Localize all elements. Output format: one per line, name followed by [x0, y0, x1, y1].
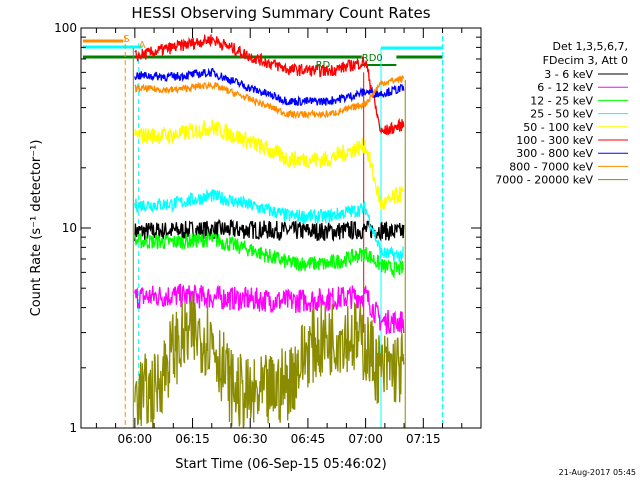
annotation-label-2: RD: [316, 60, 331, 71]
x-axis-label: Start Time (06-Sep-15 05:46:02): [175, 457, 386, 472]
legend-label-6: 300 - 800 keV: [516, 147, 593, 160]
legend-label-5: 100 - 300 keV: [516, 134, 593, 147]
legend-header-line-2: FDecim 3, Att 0: [543, 54, 628, 67]
series-line-4: [134, 119, 404, 211]
series-line-0: [134, 218, 405, 243]
legend-label-4: 50 - 100 keV: [523, 121, 593, 134]
chart-title: HESSI Observing Summary Count Rates: [131, 4, 430, 22]
series-layer: [134, 34, 405, 429]
x-tick-label-1: 06:15: [175, 432, 210, 446]
x-tick-label-4: 07:00: [348, 432, 383, 446]
y-axis-label: Count Rate (s⁻¹ detector⁻¹): [29, 140, 44, 317]
legend-label-0: 3 - 6 keV: [544, 68, 593, 81]
series-line-6: [134, 67, 405, 106]
legend-label-3: 25 - 50 keV: [530, 108, 593, 121]
x-tick-label-5: 07:15: [406, 432, 441, 446]
annotation-label-1: A: [139, 40, 146, 51]
legend-label-8: 7000 - 20000 keV: [495, 174, 593, 187]
footer-date: 21-Aug-2017 05:45: [559, 468, 636, 477]
annotation-layer: SA RD RD0: [123, 34, 382, 71]
series-line-2: [134, 230, 405, 280]
legend-label-1: 6 - 12 keV: [537, 81, 593, 94]
legend-header-line-1: Det 1,3,5,6,7,: [552, 40, 628, 53]
legend-label-2: 12 - 25 keV: [530, 94, 593, 107]
x-tick-label-2: 06:30: [233, 432, 268, 446]
legend-label-7: 800 - 7000 keV: [509, 160, 593, 173]
x-tick-label-0: 06:00: [118, 432, 153, 446]
series-line-7: [134, 75, 405, 120]
x-tick-label-3: 06:45: [291, 432, 326, 446]
series-line-3: [134, 188, 405, 262]
axes-layer: 1 10 100 06:00 06:15 06:30 06:45 07:00 07:15: [54, 21, 482, 446]
series-line-1: [134, 283, 405, 336]
annotation-label-0: S: [123, 34, 129, 45]
series-line-5: [134, 34, 405, 135]
y-tick-label-2: 100: [54, 21, 77, 35]
series-line-8: [134, 294, 405, 429]
y-tick-label-1: 10: [62, 221, 77, 235]
annotation-label-3: RD0: [362, 53, 383, 64]
y-tick-label-0: 1: [69, 421, 77, 435]
